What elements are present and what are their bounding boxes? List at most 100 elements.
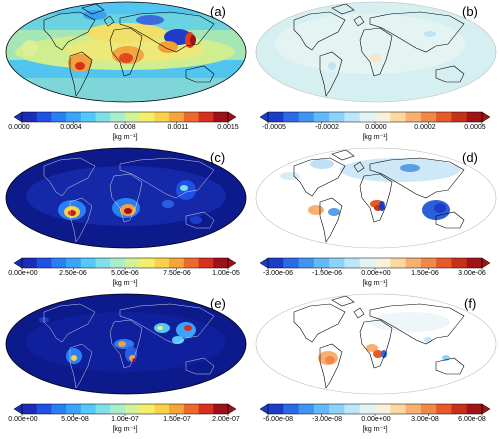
tick-label: 0.00e+00 <box>361 270 391 277</box>
colorbar-left-cap <box>259 403 269 415</box>
tick-label: 0.0004 <box>60 124 82 131</box>
colorbar-segment <box>375 112 391 122</box>
tick-label: -0.0005 <box>262 124 286 131</box>
colorbar-left-cap <box>13 111 23 123</box>
colorbar-segment <box>436 404 452 414</box>
tick-label: 0.00e+00 <box>8 270 38 277</box>
tick-label: 0.0002 <box>414 124 436 131</box>
colorbar-segment <box>420 258 437 268</box>
tick-label: 0.0015 <box>217 124 239 131</box>
colorbar-segment <box>298 258 315 268</box>
colorbar-ticks: -0.0005 -0.0002 0.0000 0.0002 0.0005 <box>250 124 500 134</box>
colorbar-segment <box>66 404 82 414</box>
colorbar-segment <box>283 112 299 122</box>
panel-d: (d) -3.00e-06 -1.50e-06 0.00e+00 1.50e-0… <box>250 146 500 292</box>
colorbar-segment <box>451 112 468 122</box>
tick-label: 5.00e-08 <box>61 416 89 423</box>
colorbar-segment <box>436 112 452 122</box>
colorbar-segment <box>390 404 406 414</box>
tick-label: 0.0008 <box>114 124 136 131</box>
tick-label: -3.00e-08 <box>312 416 342 423</box>
colorbar-right-cap <box>481 403 491 415</box>
colorbar-segment <box>390 258 406 268</box>
colorbar-segment <box>51 112 67 122</box>
colorbar-segment <box>313 404 330 414</box>
colorbar-segment <box>80 112 96 122</box>
tick-label: 0.0000 <box>8 124 30 131</box>
colorbar-segment <box>390 112 406 122</box>
colorbar-segment <box>344 404 361 414</box>
map-d <box>255 147 497 249</box>
tick-label: 7.50e-06 <box>163 270 191 277</box>
colorbar-segment <box>51 258 67 268</box>
colorbar-segment <box>268 258 284 268</box>
map-a <box>5 1 247 103</box>
colorbar-segment <box>375 258 391 268</box>
colorbar-segment <box>268 404 284 414</box>
colorbar-segment <box>436 258 452 268</box>
colorbar-segment <box>313 258 330 268</box>
colorbar-segment <box>95 404 111 414</box>
tick-label: -1.50e-06 <box>312 270 342 277</box>
colorbar-segment <box>451 258 468 268</box>
panel-a: (a) 0.0000 0.0004 0.0008 0.0011 0.0015 [… <box>0 0 250 146</box>
colorbar-segment <box>66 112 82 122</box>
colorbar-segment <box>344 112 361 122</box>
panel-label: (e) <box>210 296 226 311</box>
colorbar-segment <box>466 404 483 414</box>
colorbar-segment <box>466 258 483 268</box>
tick-label: 0.00e+00 <box>361 416 391 423</box>
colorbar-segment <box>95 112 111 122</box>
colorbar-unit: [kg m⁻¹] <box>112 280 138 287</box>
panel-label: (c) <box>210 150 226 165</box>
colorbar-left-cap <box>259 111 269 123</box>
tick-label: -3.00e-06 <box>263 270 293 277</box>
colorbar-segment <box>139 258 155 268</box>
tick-label: 1.50e-07 <box>163 416 191 423</box>
colorbar-segment <box>375 404 391 414</box>
colorbar-ticks: 0.0000 0.0004 0.0008 0.0011 0.0015 <box>0 124 250 134</box>
colorbar-segment <box>268 112 284 122</box>
panel-label: (b) <box>462 4 478 19</box>
colorbar-right-cap <box>227 111 237 123</box>
colorbar-segment <box>298 112 315 122</box>
panel-label: (a) <box>210 4 226 19</box>
colorbar-a <box>13 111 237 124</box>
tick-label: 1.00e-05 <box>212 270 240 277</box>
colorbar-segment <box>154 404 170 414</box>
colorbar-segment <box>198 404 214 414</box>
colorbar-left-cap <box>259 257 269 269</box>
tick-label: 0.00e+00 <box>8 416 38 423</box>
colorbar-segment <box>80 404 96 414</box>
colorbar-segment <box>420 112 437 122</box>
colorbar-segment <box>169 258 185 268</box>
tick-label: 0.0000 <box>365 124 387 131</box>
colorbar-f <box>259 403 491 416</box>
colorbar-segment <box>169 112 185 122</box>
colorbar-unit: [kg m⁻¹] <box>362 426 388 433</box>
colorbar-segment <box>110 258 126 268</box>
colorbar-left-cap <box>13 403 23 415</box>
map-f <box>255 293 497 395</box>
colorbar-segment <box>169 404 185 414</box>
colorbar-d <box>259 257 491 270</box>
colorbar-e <box>13 403 237 416</box>
colorbar-segment <box>329 404 345 414</box>
colorbar-b <box>259 111 491 124</box>
tick-label: 1.00e-07 <box>111 416 139 423</box>
colorbar-segment <box>183 258 199 268</box>
colorbar-segment <box>405 112 422 122</box>
colorbar-segment <box>198 258 214 268</box>
colorbar-segment <box>213 112 229 122</box>
panel-c: (c) 0.00e+00 2.50e-06 5.00e-06 7.50e-06 … <box>0 146 250 292</box>
colorbar-segment <box>420 404 437 414</box>
tick-label: 2.50e-06 <box>59 270 87 277</box>
tick-label: 3.00e-08 <box>411 416 439 423</box>
colorbar-segment <box>298 404 315 414</box>
colorbar-segment <box>329 258 345 268</box>
colorbar-segment <box>95 258 111 268</box>
colorbar-segment <box>405 258 422 268</box>
panel-b: (b) -0.0005 -0.0002 0.0000 0.0002 0.0005… <box>250 0 500 146</box>
colorbar-segment <box>183 112 199 122</box>
colorbar-segment <box>51 404 67 414</box>
